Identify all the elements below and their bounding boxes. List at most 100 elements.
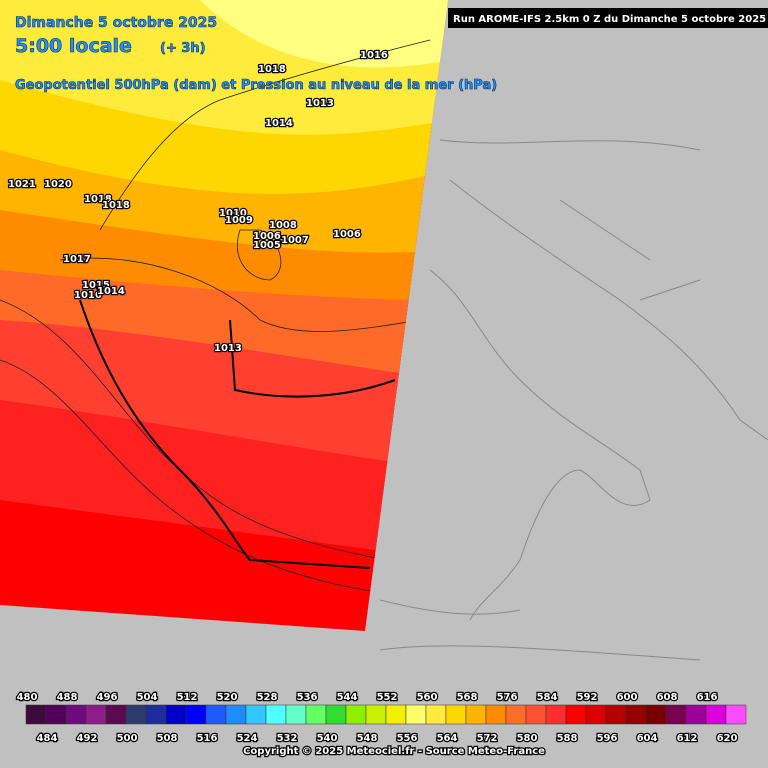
color-swatch bbox=[65, 704, 87, 725]
color-swatch bbox=[165, 704, 187, 725]
colorbar-label: 516 bbox=[197, 733, 218, 744]
color-swatch bbox=[265, 704, 287, 725]
colorbar-label: 576 bbox=[497, 692, 518, 703]
color-swatch bbox=[665, 704, 687, 725]
pressure-label: 1005 bbox=[253, 240, 281, 251]
color-swatch bbox=[725, 704, 747, 725]
color-swatch bbox=[525, 704, 547, 725]
coastlines bbox=[379, 139, 768, 661]
color-swatch bbox=[585, 704, 607, 725]
color-swatch bbox=[445, 704, 467, 725]
color-swatch bbox=[205, 704, 227, 725]
colorbar-label: 588 bbox=[557, 733, 578, 744]
color-swatch bbox=[465, 704, 487, 725]
title-block: Dimanche 5 octobre 2025 5:00 locale (+ 3… bbox=[15, 15, 498, 94]
colorbar: 480 484 488 492 496 500 504 508 512 516 520 524 528 5… bbox=[15, 691, 747, 745]
color-swatch bbox=[605, 704, 627, 725]
pressure-label: 1018 bbox=[102, 200, 130, 211]
color-swatch bbox=[325, 704, 347, 725]
colorbar-label: 536 bbox=[297, 692, 318, 703]
color-swatch bbox=[645, 704, 667, 725]
colorbar-label: 504 bbox=[137, 692, 158, 703]
pressure-label: 1014 bbox=[97, 286, 125, 297]
colorbar-label: 604 bbox=[637, 733, 658, 744]
run-info: Run AROME-IFS 2.5km 0 Z du Dimanche 5 oc… bbox=[453, 14, 766, 25]
pressure-label: 1014 bbox=[265, 118, 293, 129]
colorbar-label: 540 bbox=[317, 733, 338, 744]
colorbar-label: 572 bbox=[477, 733, 498, 744]
colorbar-label: 548 bbox=[357, 733, 378, 744]
colorbar-label: 600 bbox=[617, 692, 638, 703]
copyright: Copyright © 2025 Meteociel.fr - Source M… bbox=[243, 746, 545, 757]
colorbar-label: 620 bbox=[717, 733, 738, 744]
pressure-label: 1018 bbox=[84, 194, 112, 205]
legend-area bbox=[0, 686, 768, 768]
color-swatch bbox=[145, 704, 167, 725]
colorbar-label: 528 bbox=[257, 692, 278, 703]
color-swatch bbox=[305, 704, 327, 725]
color-swatch bbox=[125, 704, 147, 725]
pressure-label: 1013 bbox=[306, 98, 334, 109]
color-swatch bbox=[45, 704, 67, 725]
pressure-label: 1009 bbox=[225, 215, 253, 226]
colorbar-label: 584 bbox=[537, 692, 558, 703]
color-swatch bbox=[505, 704, 527, 725]
color-swatch bbox=[25, 704, 47, 725]
colorbar-label: 596 bbox=[597, 733, 618, 744]
color-swatch bbox=[365, 704, 387, 725]
colorbar-label: 564 bbox=[437, 733, 458, 744]
colorbar-label: 484 bbox=[37, 733, 58, 744]
colorbar-label: 568 bbox=[457, 692, 478, 703]
geopotential-field bbox=[0, 0, 448, 631]
colorbar-label: 580 bbox=[517, 733, 538, 744]
color-swatch bbox=[485, 704, 507, 725]
color-swatch bbox=[385, 704, 407, 725]
pressure-label: 1017 bbox=[63, 254, 91, 265]
color-swatch bbox=[545, 704, 567, 725]
lead: (+ 3h) bbox=[160, 41, 206, 56]
color-swatch bbox=[405, 704, 427, 725]
pressure-label: 1020 bbox=[44, 179, 72, 190]
pressure-label: 1018 bbox=[258, 64, 286, 75]
title: Dimanche 5 octobre 2025 bbox=[15, 15, 217, 31]
pressure-label: 1015 bbox=[82, 280, 110, 291]
colorbar-label: 608 bbox=[657, 692, 678, 703]
colorbar-label: 552 bbox=[377, 692, 398, 703]
colorbar-label: 616 bbox=[697, 692, 718, 703]
color-swatch bbox=[105, 704, 127, 725]
color-swatch bbox=[285, 704, 307, 725]
color-swatch bbox=[345, 704, 367, 725]
colorbar-label: 612 bbox=[677, 733, 698, 744]
colorbar-label: 544 bbox=[337, 692, 358, 703]
color-swatch bbox=[685, 704, 707, 725]
colorbar-label: 532 bbox=[277, 733, 298, 744]
pressure-label: 1021 bbox=[8, 179, 36, 190]
colorbar-label: 488 bbox=[57, 692, 78, 703]
color-swatch bbox=[425, 704, 447, 725]
colorbar-label: 500 bbox=[117, 733, 138, 744]
color-swatch bbox=[185, 704, 207, 725]
color-swatch bbox=[245, 704, 267, 725]
color-swatch bbox=[85, 704, 107, 725]
pressure-label: 1007 bbox=[281, 235, 309, 246]
color-swatch bbox=[625, 704, 647, 725]
pressure-label: 1016 bbox=[74, 290, 102, 301]
colorbar-label: 556 bbox=[397, 733, 418, 744]
colorbar-label: 508 bbox=[157, 733, 178, 744]
pressure-label: 1016 bbox=[360, 50, 388, 61]
colorbar-label: 520 bbox=[217, 692, 238, 703]
pressure-label: 1010 bbox=[219, 208, 247, 219]
color-swatch bbox=[225, 704, 247, 725]
colorbar-label: 496 bbox=[97, 692, 118, 703]
field-description: Geopotentiel 500hPa (dam) et Pression au… bbox=[15, 78, 497, 93]
pressure-label: 1013 bbox=[214, 343, 242, 354]
colorbar-label: 592 bbox=[577, 692, 598, 703]
pressure-label: 1006 bbox=[253, 231, 281, 242]
colorbar-label: 480 bbox=[17, 692, 38, 703]
color-swatch bbox=[565, 704, 587, 725]
pressure-label: 1008 bbox=[269, 220, 297, 231]
colorbar-label: 524 bbox=[237, 733, 258, 744]
pressure-label: 1006 bbox=[333, 229, 361, 240]
